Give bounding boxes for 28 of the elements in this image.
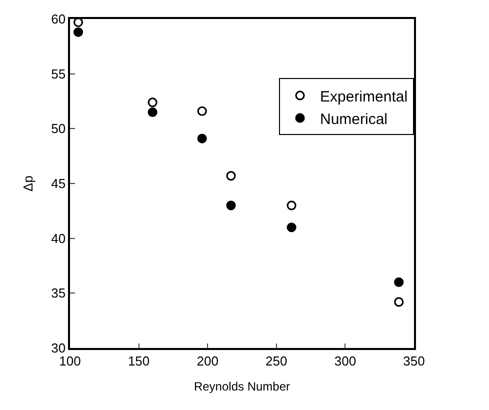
point xyxy=(286,222,296,232)
point xyxy=(226,200,236,210)
x-axis-title: Reynolds Number xyxy=(194,380,290,394)
y-tick-label: 50 xyxy=(51,121,66,136)
y-tick-label: 40 xyxy=(51,230,66,246)
point xyxy=(226,171,236,181)
point xyxy=(148,98,158,108)
x-tick-label: 200 xyxy=(196,353,218,368)
point xyxy=(394,277,404,287)
y-tick-label: 55 xyxy=(51,66,66,82)
legend-label: Experimental xyxy=(320,88,408,106)
x-tick-label: 100 xyxy=(59,353,81,368)
legend-label: Numerical xyxy=(320,110,388,128)
y-tick-label: 35 xyxy=(51,286,66,301)
x-tick-label: 250 xyxy=(266,353,288,368)
point xyxy=(197,106,207,116)
point xyxy=(148,107,158,118)
x-tick-label: 300 xyxy=(334,353,356,368)
y-tick-label: 60 xyxy=(51,12,66,27)
point xyxy=(286,200,296,210)
x-tick-label: 150 xyxy=(128,353,150,368)
point xyxy=(197,134,207,144)
y-tick-label: 45 xyxy=(51,176,66,192)
point xyxy=(73,27,84,37)
y-axis-title: Δp xyxy=(20,176,36,192)
y-tick-label: 30 xyxy=(51,340,66,356)
point xyxy=(394,297,404,307)
x-tick-label: 350 xyxy=(403,353,425,368)
